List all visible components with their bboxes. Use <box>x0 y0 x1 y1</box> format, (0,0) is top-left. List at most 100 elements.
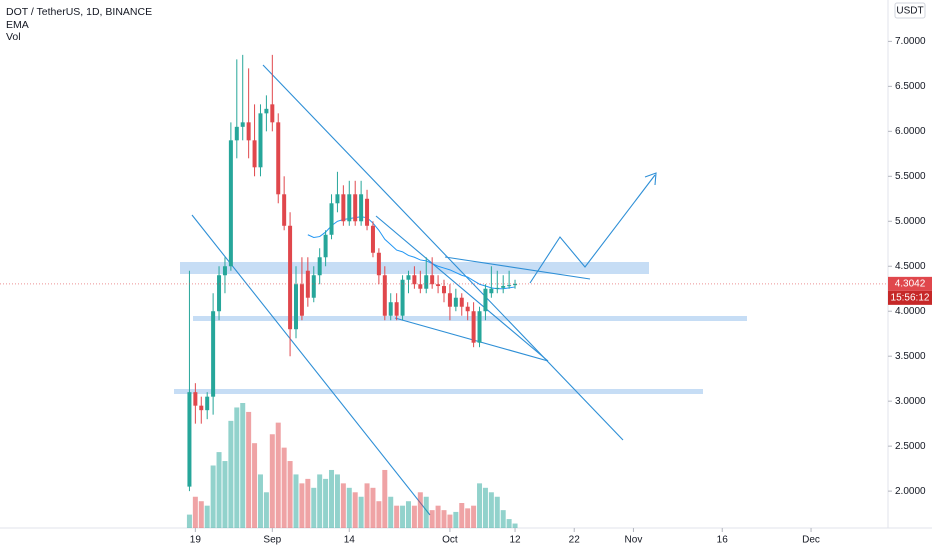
volume-bar <box>228 420 234 528</box>
candle-body <box>495 287 500 289</box>
candle-body <box>412 275 417 285</box>
volume-bar <box>388 496 394 528</box>
volume-bar <box>400 505 406 528</box>
volume-bar <box>376 501 382 528</box>
x-tick-label: 22 <box>569 535 581 546</box>
volume-bar <box>447 514 453 528</box>
volume-bar <box>352 492 358 528</box>
volume-bar <box>204 505 210 528</box>
candle-body <box>483 288 488 312</box>
volume-bar <box>287 461 293 528</box>
candle-body <box>382 275 387 316</box>
y-tick-label: 5.0000 <box>895 216 926 227</box>
candle-body <box>388 302 393 316</box>
candle-body <box>376 252 381 276</box>
candle-body <box>424 275 429 289</box>
candle-body <box>513 283 518 286</box>
candle-body <box>400 279 405 316</box>
trend-line <box>394 317 549 362</box>
x-tick-label: Dec <box>802 535 820 546</box>
volume-bar <box>323 478 329 528</box>
candle-body <box>430 275 435 285</box>
volume-bar <box>269 434 275 528</box>
y-tick-label: 6.0000 <box>895 126 926 137</box>
zone <box>174 389 703 394</box>
zone <box>193 316 747 321</box>
volume-bar <box>234 407 240 528</box>
volume-bar <box>329 469 335 528</box>
x-tick-label: 16 <box>717 535 729 546</box>
candle-body <box>459 297 464 307</box>
volume-bar <box>500 510 506 528</box>
volume-bar <box>311 487 317 528</box>
candle-body <box>465 306 470 312</box>
candle-body <box>477 311 482 343</box>
candle-body <box>471 311 476 343</box>
candle-body <box>489 288 494 294</box>
candle-body <box>353 194 358 222</box>
volume-bar <box>512 523 518 528</box>
trend-line <box>375 215 549 362</box>
candle-body <box>317 257 322 276</box>
y-tick-label: 2.5000 <box>895 441 926 452</box>
candle-body <box>359 194 364 222</box>
candle-body <box>305 270 310 298</box>
symbol: DOT / TetherUS, 1D, BINANCE <box>6 6 152 18</box>
volume-bar <box>453 511 459 528</box>
candle-body <box>365 198 370 226</box>
volume-bar <box>482 487 488 528</box>
volume-bar <box>252 443 258 528</box>
candle-body <box>246 122 251 141</box>
last-price: 4.3042 <box>895 279 926 290</box>
candle-body <box>453 297 458 307</box>
candle-body <box>240 122 245 127</box>
candle-body <box>507 285 512 287</box>
y-tick-label: 5.5000 <box>895 171 926 182</box>
volume-bar <box>317 474 323 528</box>
candle-body <box>323 234 328 258</box>
candle-body <box>442 286 446 294</box>
x-tick-label: Nov <box>625 535 643 546</box>
volume-bar <box>216 452 222 528</box>
x-tick-label: 19 <box>190 535 202 546</box>
countdown-box <box>888 290 932 305</box>
volume-bar <box>263 492 269 528</box>
volume-bar <box>275 422 281 528</box>
currency: USDT <box>896 6 923 17</box>
volume-bar <box>411 505 417 528</box>
countdown: 15:56:12 <box>891 293 930 304</box>
trend-line <box>444 256 591 280</box>
y-tick-label: 4.0000 <box>895 306 926 317</box>
candle-body <box>370 225 375 253</box>
candle-body <box>258 113 263 168</box>
candle-body <box>282 194 287 226</box>
candle-body <box>252 140 257 168</box>
candle-body <box>501 286 506 288</box>
y-tick-label: 6.5000 <box>895 81 926 92</box>
volume-bar <box>305 478 311 528</box>
volume-bar <box>488 492 494 528</box>
volume-bar <box>394 505 400 528</box>
volume-bar <box>222 461 228 528</box>
indicator: EMA <box>6 19 29 31</box>
volume-bar <box>494 496 500 528</box>
volume-bar <box>417 492 423 528</box>
volume-bar <box>459 503 465 528</box>
currency-box[interactable] <box>894 2 926 19</box>
trend-line <box>262 64 624 441</box>
last-price-box <box>888 276 932 291</box>
volume-bar <box>358 496 364 528</box>
x-tick-label: 14 <box>344 535 356 546</box>
candle-body <box>270 104 275 123</box>
candle-body <box>276 122 281 195</box>
candle-body <box>329 203 334 235</box>
candle-body <box>299 284 304 316</box>
candle-body <box>341 194 346 222</box>
y-tick-label: 7.0000 <box>895 36 926 47</box>
volume-bar <box>471 505 477 528</box>
candle-body <box>347 194 352 222</box>
candle-body <box>228 140 233 267</box>
volume-bar <box>382 469 388 528</box>
